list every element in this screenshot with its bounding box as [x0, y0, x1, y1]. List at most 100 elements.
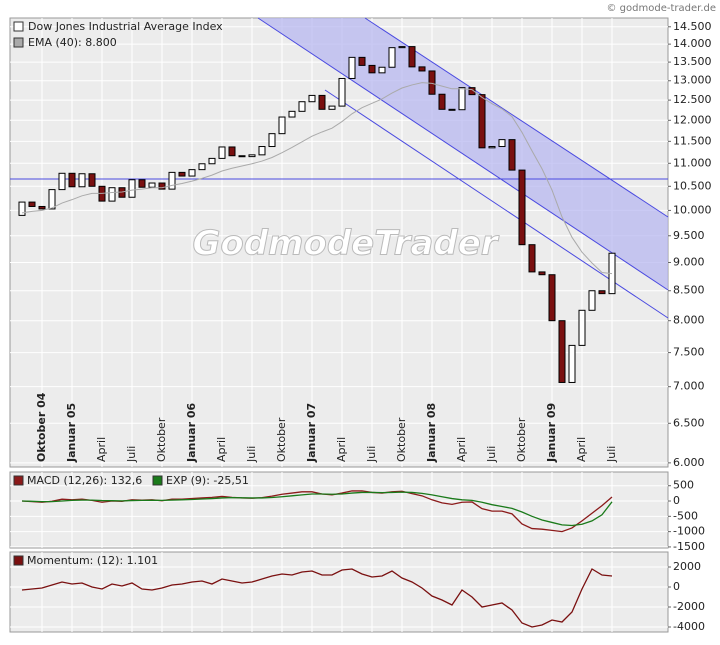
x-tick-label: Juli: [125, 446, 138, 463]
y-tick-label: -2000: [673, 600, 705, 613]
candle: [188, 169, 196, 177]
candle: [228, 146, 236, 157]
x-tick-label: Januar 07: [305, 403, 318, 463]
y-tick-label: 14.500: [673, 20, 712, 33]
legend-label: EMA (40): 8.800: [28, 36, 117, 49]
legend-swatch: [152, 475, 163, 486]
x-tick-label: Oktober 04: [35, 392, 48, 462]
candle: [448, 108, 456, 111]
candle: [468, 87, 476, 96]
candle: [558, 320, 566, 383]
x-tick-label: Januar 08: [425, 403, 438, 463]
x-tick-label: Juli: [485, 446, 498, 463]
y-tick-label: 11.000: [673, 156, 712, 169]
x-tick-label: April: [215, 437, 228, 462]
candle: [438, 93, 446, 110]
candle: [418, 66, 426, 72]
candle: [578, 309, 586, 346]
y-tick-label: 0: [673, 580, 680, 593]
x-tick-label: April: [455, 437, 468, 462]
watermark: GodmodeTrader: [192, 224, 499, 264]
copyright: © godmode-trader.de: [607, 3, 717, 14]
candle: [538, 271, 546, 276]
candle: [248, 154, 256, 158]
candle: [128, 179, 136, 198]
x-tick-label: Juli: [245, 446, 258, 463]
candle: [498, 139, 506, 148]
y-tick-label: 9.500: [673, 229, 705, 242]
y-tick-label: 2000: [673, 560, 701, 573]
candle: [518, 169, 526, 246]
candle: [428, 70, 436, 95]
candle: [528, 244, 536, 273]
candle: [298, 101, 306, 112]
legend-swatch: [13, 21, 24, 32]
legend-label: Momentum: (12): 1.101: [27, 554, 158, 567]
candle: [158, 182, 166, 190]
x-tick-label: Januar 05: [65, 403, 78, 463]
legend-label: EXP (9): -25,51: [166, 474, 249, 487]
candle: [338, 77, 346, 107]
y-tick-label: 0: [673, 494, 680, 507]
candle: [258, 146, 266, 156]
x-tick-label: April: [335, 437, 348, 462]
candle: [18, 201, 26, 216]
y-tick-label: -1500: [673, 540, 705, 553]
x-tick-label: Oktober: [155, 417, 168, 462]
candle: [508, 139, 516, 171]
candle: [388, 47, 396, 68]
candle: [88, 173, 96, 187]
y-tick-label: -500: [673, 509, 698, 522]
candle: [568, 344, 576, 383]
y-tick-label: 7.500: [673, 346, 705, 359]
y-tick-label: 14.000: [673, 37, 712, 50]
candle: [268, 133, 276, 148]
candle: [358, 56, 366, 66]
channel-line: [257, 17, 669, 291]
legend-label: MACD (12,26): 132,6: [27, 474, 142, 487]
candle: [278, 116, 286, 135]
candle: [108, 187, 116, 202]
candle: [68, 172, 76, 188]
x-tick-label: Oktober: [515, 417, 528, 462]
legend-swatch: [13, 555, 24, 566]
candle: [48, 189, 56, 210]
y-tick-label: -1000: [673, 525, 705, 538]
series-line: [21, 491, 613, 527]
y-tick-label: 7.000: [673, 380, 705, 393]
candle: [378, 66, 386, 74]
candle: [58, 172, 66, 191]
y-tick-label: 6.000: [673, 456, 705, 469]
macd-panel: [9, 471, 669, 549]
candle: [328, 105, 336, 110]
candle: [478, 94, 486, 149]
y-tick-label: 10.500: [673, 179, 712, 192]
candle: [148, 182, 156, 188]
y-tick-label: 10.000: [673, 203, 712, 216]
candle: [588, 290, 596, 311]
candle: [208, 157, 216, 165]
x-tick-label: Juli: [365, 446, 378, 463]
candle: [78, 173, 86, 188]
legend-swatch: [13, 37, 24, 48]
candle: [368, 64, 376, 74]
candle: [548, 274, 556, 322]
x-tick-label: Oktober: [275, 417, 288, 462]
candle: [598, 290, 606, 295]
candle: [168, 171, 176, 190]
y-tick-label: 13.500: [673, 55, 712, 68]
y-tick-label: 8.000: [673, 314, 705, 327]
y-tick-label: 11.500: [673, 134, 712, 147]
candle: [288, 110, 296, 118]
series-line: [21, 82, 613, 275]
y-tick-label: 13.000: [673, 74, 712, 87]
candle: [218, 146, 226, 159]
x-tick-label: April: [95, 437, 108, 462]
y-tick-label: 12.500: [673, 93, 712, 106]
legend-swatch: [13, 475, 24, 486]
candle: [458, 87, 466, 111]
series-line: [21, 568, 613, 628]
x-tick-label: April: [575, 437, 588, 462]
candle: [198, 163, 206, 171]
